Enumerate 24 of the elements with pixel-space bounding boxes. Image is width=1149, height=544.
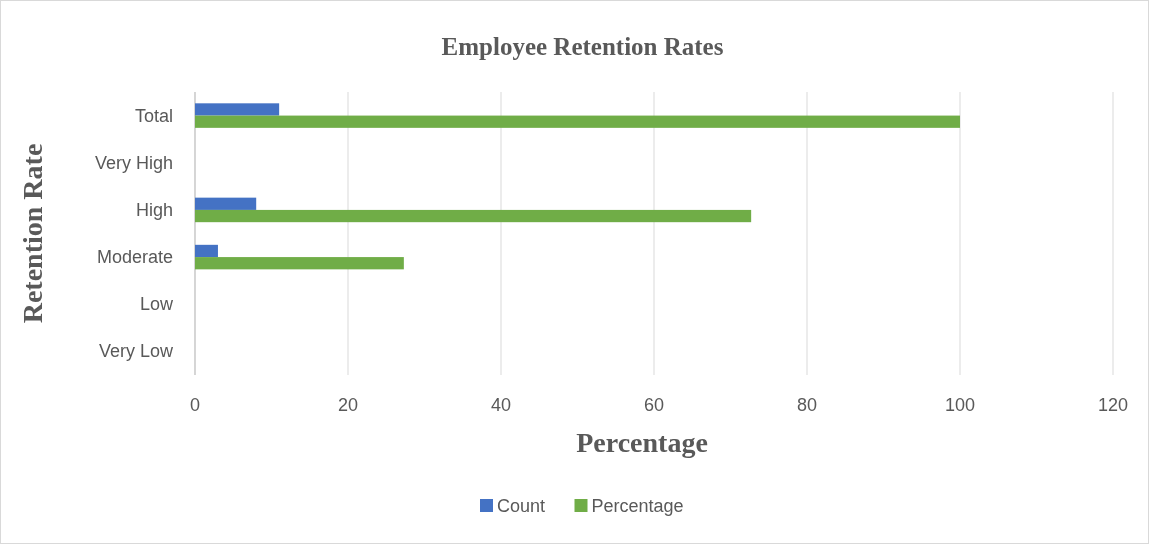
y-tick-label: High (135, 199, 173, 220)
y-tick-label: Very High (94, 152, 173, 173)
bar (195, 103, 280, 116)
bar (195, 209, 752, 223)
x-tick-label: 20 (337, 395, 359, 415)
y-tick-label: Very Low (98, 341, 174, 362)
chart-title: Employee Retention Rates (441, 33, 724, 60)
x-tick-label: 120 (1097, 395, 1129, 415)
y-tick-label: Total (134, 105, 173, 126)
x-tick-label: 40 (490, 395, 512, 415)
bar (195, 244, 218, 258)
bar (195, 257, 404, 270)
legend-label: Percentage (591, 496, 684, 516)
x-tick-label: 60 (643, 395, 665, 415)
x-axis-title: Percentage (576, 427, 708, 458)
bar (195, 197, 257, 210)
y-tick-label: Moderate (96, 247, 173, 268)
x-tick-label: 0 (189, 395, 201, 415)
y-axis-title: Retention Rate (17, 143, 48, 324)
legend-label: Count (497, 496, 546, 516)
bar (195, 115, 960, 128)
x-tick-label: 100 (944, 395, 976, 415)
y-tick-label: Low (139, 294, 174, 315)
x-tick-label: 80 (796, 395, 818, 415)
